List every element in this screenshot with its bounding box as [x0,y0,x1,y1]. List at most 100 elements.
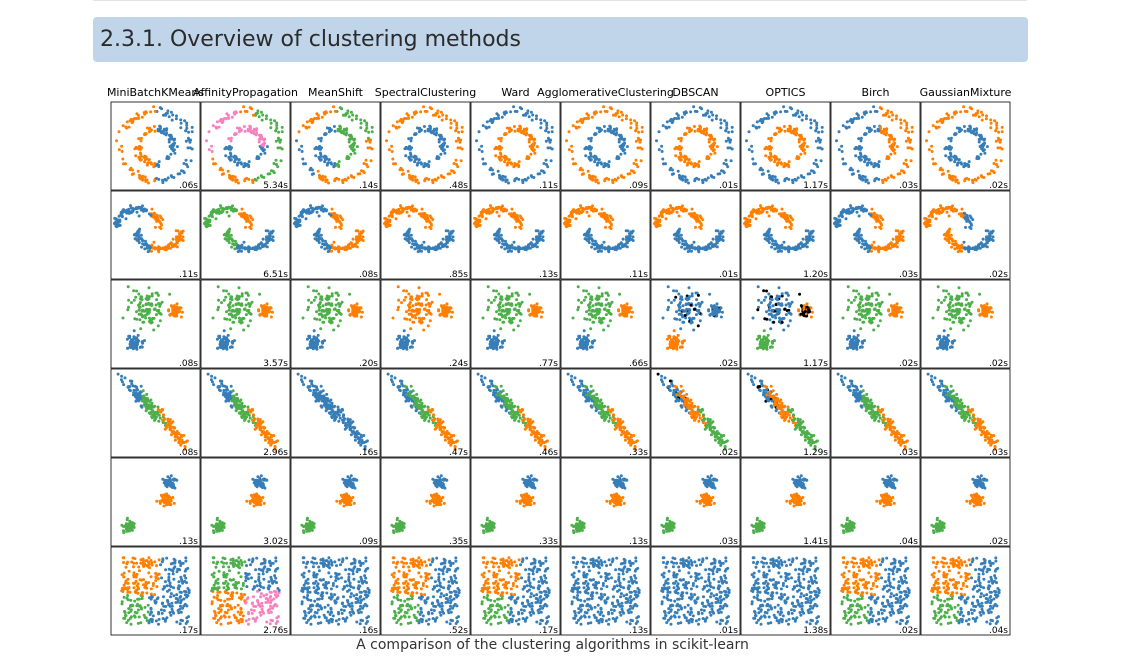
scatter-point [540,122,543,125]
scatter-point [905,122,908,125]
scatter-point [662,162,665,165]
scatter-point [641,126,644,129]
scatter-point [960,161,963,164]
scatter-point [783,162,786,165]
panel-noisy_moons-optics: 1.20s [741,191,830,280]
scatter-point [205,139,208,142]
scatter-point [513,125,516,128]
scatter-point [946,235,949,238]
scatter-point [845,126,848,129]
scatter-point [435,112,438,115]
scatter-point [986,145,989,148]
scatter-point [710,111,713,114]
scatter-point [437,156,440,159]
scatter-point [249,215,252,218]
scatter-point [159,125,162,128]
scatter-point [407,137,410,140]
scatter-point [141,239,144,242]
scatter-point [220,118,223,121]
panel-noisy_moons-ward: .13s [471,191,560,280]
scatter-point [581,173,584,176]
scatter-point [881,247,884,250]
scatter-point [731,148,734,151]
scatter-point [342,114,345,117]
scatter-point [637,137,640,140]
scatter-point [352,238,355,241]
scatter-point [175,114,178,117]
scatter-point [406,239,409,242]
scatter-point [707,176,710,179]
scatter-point [618,115,621,118]
scatter-point [125,217,128,220]
scatter-point [599,110,602,113]
clustering-grid: .06s 5.34s .14s .48s .11s .09s .01s 1.17s .03s .0… [104,82,1016,638]
scatter-point [531,119,534,122]
scatter-point [233,243,236,246]
scatter-point [789,125,792,128]
scatter-point [993,171,996,174]
scatter-point [350,147,353,150]
scatter-point [665,217,668,220]
scatter-point [687,182,690,185]
scatter-point [542,235,545,238]
scatter-point [591,116,594,119]
scatter-point [245,313,248,316]
scatter-point [513,241,516,244]
scatter-point [789,215,792,218]
scatter-point [203,217,206,220]
scatter-point [275,122,278,125]
scatter-point [227,334,230,337]
scatter-point [260,111,263,114]
scatter-point [848,126,851,129]
scatter-point [698,160,701,163]
scatter-point [270,316,273,319]
scatter-point [748,148,751,151]
scatter-point [800,135,803,138]
scatter-point [302,317,305,320]
scatter-point [217,306,220,309]
scatter-point [989,118,992,121]
scatter-point [797,176,800,179]
scatter-point [241,208,244,211]
scatter-point [234,133,237,136]
scatter-point [247,324,250,327]
scatter-point [231,309,234,312]
scatter-point [950,158,953,161]
scatter-point [390,145,393,148]
scatter-point [962,105,965,108]
scatter-point [226,147,229,150]
scatter-point [591,239,594,242]
scatter-point [620,174,623,177]
scatter-point [266,235,269,238]
scatter-point [442,176,445,179]
scatter-point [226,211,229,214]
scatter-point [752,162,755,165]
scatter-point [306,120,309,123]
scatter-point [319,327,322,330]
scatter-point [684,240,687,243]
scatter-point [416,247,419,250]
scatter-point [505,155,508,158]
scatter-point [890,111,893,114]
scatter-point [677,117,680,120]
scatter-point [250,227,253,230]
scatter-point [233,208,236,211]
scatter-point [887,243,890,246]
scatter-point [316,211,319,214]
scatter-point [261,119,264,122]
scatter-point [333,308,336,311]
scatter-point [972,129,975,132]
scatter-point [254,178,257,181]
scatter-point [475,221,478,224]
scatter-point [858,174,861,177]
scatter-point [712,238,715,241]
scatter-point [414,240,417,243]
scatter-point [944,154,947,157]
scatter-point [238,317,241,320]
scatter-point [391,214,394,217]
scatter-point [149,214,152,217]
scatter-point [422,165,425,168]
scatter-point [819,141,822,144]
scatter-point [331,321,334,324]
timing-label: 6.51s [263,270,288,280]
